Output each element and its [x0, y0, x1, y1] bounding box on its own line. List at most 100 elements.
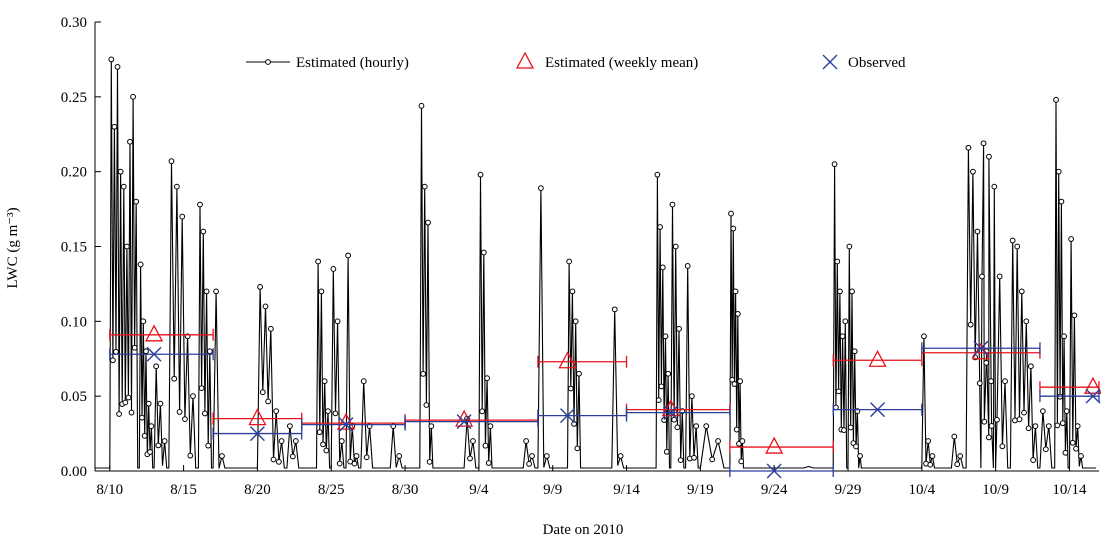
hourly-point: [316, 429, 323, 436]
hourly-point: [485, 460, 492, 466]
hourly-point: [487, 423, 494, 430]
y-tick-label: 0.15: [61, 240, 87, 256]
hourly-point: [187, 452, 194, 459]
hourly-point: [155, 442, 162, 449]
hourly-point: [202, 410, 208, 417]
hourly-point: [991, 183, 998, 190]
hourly-point: [257, 284, 263, 290]
hourly-point: [1053, 96, 1059, 103]
observed-marker: [559, 408, 575, 424]
axes-layer: 0.00 0.05 0.10 0.15 0.20 0.25 0.30 8/10 8/15 8/20…: [61, 15, 1099, 498]
y-tick-label: 0.30: [61, 15, 87, 31]
hourly-point: [117, 168, 124, 175]
hourly-point: [428, 423, 435, 430]
hourly-point: [566, 258, 573, 265]
hourly-point: [671, 416, 678, 423]
hourly-point: [1016, 416, 1023, 423]
observed-marker: [338, 417, 354, 433]
hourly-point: [733, 426, 740, 433]
hourly-point: [127, 138, 133, 145]
hourly-point: [841, 427, 847, 433]
hourly-point: [259, 389, 266, 396]
hourly-point: [351, 460, 358, 467]
hourly-point: [1074, 423, 1081, 430]
y-tick-label: 0.20: [61, 165, 87, 181]
hourly-point: [182, 416, 188, 423]
hourly-point: [835, 388, 842, 395]
hourly-point: [148, 423, 155, 430]
hourly-point: [842, 318, 849, 325]
x-tick-label: 9/4: [469, 482, 489, 498]
hourly-point: [572, 318, 579, 325]
hourly-point: [315, 258, 322, 265]
hourly-point: [270, 456, 277, 463]
hourly-point: [111, 123, 118, 130]
hourly-point: [996, 273, 1003, 280]
hourly-point: [114, 64, 121, 70]
hourly-point: [985, 434, 992, 441]
observed-marker: [663, 405, 679, 421]
weekly-mean-marker: [336, 412, 356, 430]
hourly-point: [363, 454, 370, 461]
hourly-point: [131, 344, 138, 351]
hourly-point: [925, 438, 932, 444]
hourly-point: [523, 438, 530, 444]
legend-hourly-label: Estimated (hourly): [296, 55, 409, 71]
hourly-point: [1032, 423, 1039, 430]
hourly-point: [480, 249, 487, 256]
observed-marker: [146, 346, 162, 362]
y-tick-label: 0.05: [61, 389, 87, 405]
y-axis-label: LWC (g m⁻³): [5, 207, 21, 288]
hourly-point: [970, 168, 976, 175]
hourly-point: [676, 325, 682, 332]
hourly-point: [336, 460, 343, 467]
hourly-point: [179, 213, 186, 220]
hourly-point: [130, 93, 136, 100]
hourly-point: [334, 318, 341, 325]
hourly-point: [665, 370, 672, 377]
hourly-point: [161, 438, 168, 444]
hourly-point: [537, 185, 544, 192]
legend-weekly-label: Estimated (weekly mean): [545, 55, 698, 71]
hourly-point: [1030, 457, 1037, 463]
hourly-point: [691, 454, 697, 461]
hourly-point: [325, 408, 331, 415]
hourly-point: [567, 385, 574, 392]
hourly-point: [273, 408, 280, 415]
hourly-point: [983, 359, 990, 366]
hourly-point: [206, 348, 213, 355]
hourly-point: [467, 455, 473, 462]
hourly-point: [109, 357, 116, 364]
hourly-point: [729, 376, 736, 383]
hourly-point: [1054, 422, 1061, 429]
x-tick-label: 9/24: [761, 482, 788, 498]
hourly-point: [200, 228, 207, 235]
hourly-point: [1045, 423, 1052, 430]
hourly-point: [979, 273, 985, 280]
legend: Estimated (hourly) Estimated (weekly mean…: [246, 51, 906, 71]
weekly-mean-marker: [558, 351, 577, 369]
hourly-point: [847, 424, 854, 431]
hourly-point: [1012, 417, 1018, 424]
hourly-point: [137, 261, 144, 268]
hourly-point: [663, 448, 670, 455]
y-tick-label: 0.10: [61, 314, 87, 330]
hourly-point: [116, 411, 122, 417]
hourly-point: [837, 288, 843, 295]
hourly-point: [275, 458, 282, 465]
hourly-point: [1069, 439, 1076, 446]
observed-marker: [870, 402, 886, 418]
hourly-point: [737, 378, 744, 385]
hourly-point: [176, 409, 183, 415]
hourly-point: [1025, 425, 1032, 432]
hourly-point: [120, 183, 127, 190]
hourly-point: [139, 414, 145, 421]
hourly-point: [1042, 446, 1049, 453]
hourly-point: [672, 243, 679, 250]
hourly-point: [262, 303, 269, 310]
hourly-point: [657, 224, 663, 230]
hourly-point: [857, 453, 863, 459]
y-tick-label: 0.00: [61, 464, 87, 480]
hourly-point: [929, 453, 936, 459]
